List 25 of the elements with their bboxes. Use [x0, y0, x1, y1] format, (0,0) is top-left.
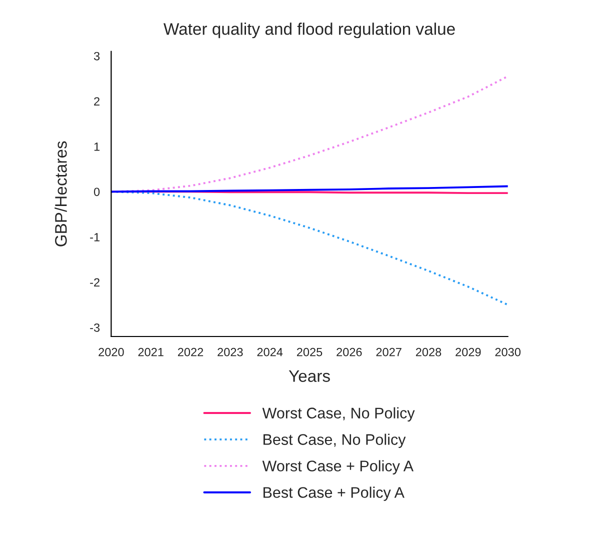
- legend-label: Best Case, No Policy: [264, 434, 406, 448]
- x-axis-title: Years: [288, 370, 330, 382]
- y-axis-title: GBP/Hectares: [54, 141, 67, 246]
- y-tick-label: -3: [90, 323, 100, 332]
- y-tick-label: 3: [94, 52, 100, 60]
- legend-label: Worst Case, No Policy: [262, 407, 415, 422]
- y-tick-label: 0: [94, 188, 100, 196]
- x-tick-label: 2030: [495, 348, 521, 356]
- x-tick-label: 2022: [178, 348, 204, 356]
- x-tick-label: 2027: [376, 348, 402, 356]
- x-tick-label: 2028: [416, 348, 442, 356]
- x-tick-label: 2024: [257, 348, 283, 356]
- y-tick-label: -2: [90, 278, 100, 286]
- x-tick-label: 2020: [98, 348, 124, 356]
- y-tick-label: -1: [90, 233, 100, 242]
- chart-title: Water quality and flood regulation value: [164, 22, 455, 38]
- x-tick-label: 2023: [218, 348, 243, 356]
- legend-label: Best Case + Policy A: [264, 486, 404, 501]
- y-tick-label: 1: [94, 142, 100, 151]
- legend-label: Worst Case + Policy A: [262, 460, 414, 474]
- x-tick-label: 2029: [456, 348, 481, 356]
- y-tick-label: 2: [94, 97, 100, 106]
- x-tick-label: 2025: [296, 348, 322, 356]
- x-tick-label: 2026: [336, 348, 362, 356]
- x-tick-label: 2021: [138, 348, 164, 356]
